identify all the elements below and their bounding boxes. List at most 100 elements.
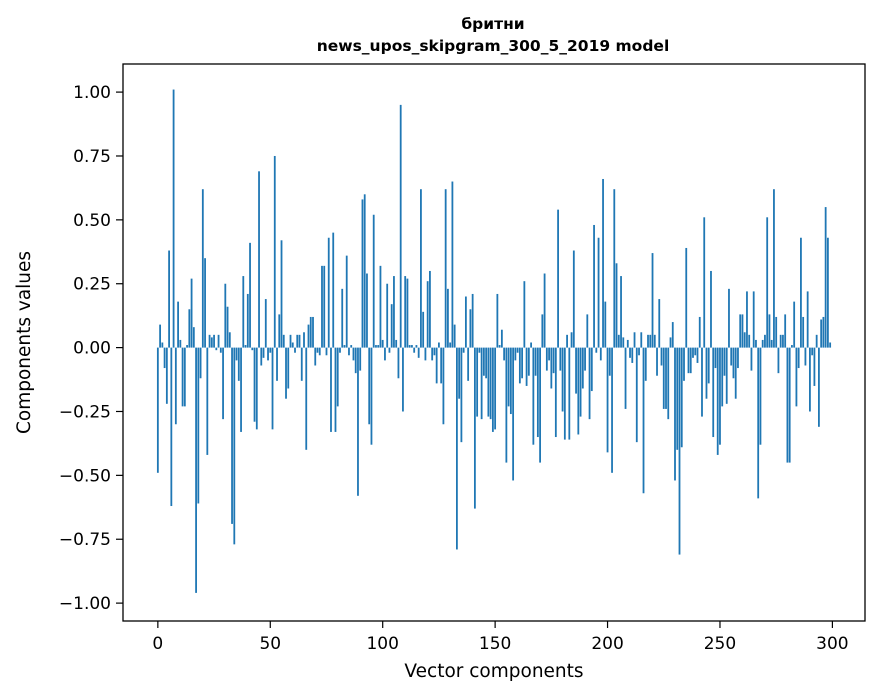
bar [249, 242, 251, 348]
bar [197, 347, 200, 504]
bar [775, 316, 778, 348]
bar [530, 342, 532, 348]
bar [651, 253, 654, 348]
bar [788, 347, 791, 463]
bar [318, 347, 321, 356]
bar [467, 347, 470, 381]
bar [361, 199, 364, 348]
bar [660, 347, 663, 366]
bar [577, 347, 580, 435]
bar [554, 347, 557, 438]
bar [384, 347, 386, 361]
bar [536, 347, 539, 438]
bar [289, 334, 292, 348]
bar [791, 345, 793, 348]
bar [509, 347, 512, 415]
bar [199, 347, 202, 379]
bar [348, 347, 350, 356]
bar [707, 347, 710, 384]
bar [696, 347, 699, 363]
bar [172, 89, 175, 348]
bar [417, 347, 420, 358]
bar [224, 283, 227, 348]
bar [415, 345, 418, 348]
bar [730, 347, 733, 366]
x-tick-label: 300 [816, 634, 848, 654]
bar [395, 339, 398, 348]
bar [712, 347, 715, 438]
bar [665, 347, 667, 409]
bar [498, 345, 501, 348]
bar [491, 347, 494, 432]
bar [482, 347, 485, 376]
bar [179, 339, 182, 348]
bar [496, 293, 499, 348]
bar [453, 324, 456, 348]
bar [611, 347, 613, 473]
bar [768, 314, 771, 348]
bar [773, 189, 775, 348]
bar [390, 304, 393, 348]
y-axis-ticks: 1.00 0.75 0.50 0.25 0.00 −0.25 −0.50 −0.75 −1.00 [59, 83, 123, 614]
bar [375, 345, 377, 348]
bar [710, 270, 712, 348]
bar [404, 276, 407, 348]
bar [273, 155, 276, 348]
bar [213, 334, 215, 348]
x-tick-label: 0 [152, 634, 163, 654]
bar [370, 347, 373, 445]
bar [694, 347, 697, 356]
bar [757, 347, 760, 499]
bar [262, 347, 265, 358]
bar [559, 347, 562, 371]
bar [584, 347, 586, 371]
bar [806, 291, 809, 348]
bar [464, 296, 467, 348]
bar [685, 247, 688, 348]
bar [809, 347, 811, 412]
bar [505, 347, 508, 463]
bar [764, 334, 766, 348]
bar [617, 334, 620, 348]
bar [570, 332, 573, 348]
bar [422, 311, 425, 348]
bar [435, 347, 438, 384]
bar [620, 276, 622, 348]
bar [339, 347, 341, 353]
bar [399, 104, 402, 348]
bar [163, 347, 166, 369]
bar [192, 327, 195, 348]
bar [269, 347, 272, 353]
bar [631, 347, 634, 363]
bar [255, 347, 258, 430]
bar [460, 347, 463, 443]
bar [330, 347, 332, 432]
bar [442, 347, 445, 425]
bar [590, 347, 593, 392]
bar [728, 288, 730, 348]
bar [215, 347, 218, 351]
bar [260, 347, 263, 366]
bar [626, 339, 629, 348]
bar [397, 347, 400, 379]
bar [759, 347, 762, 445]
bar [267, 347, 269, 361]
bar [638, 347, 640, 356]
bar [298, 334, 301, 348]
bar [716, 347, 719, 455]
bar [487, 347, 490, 417]
bar [541, 314, 544, 348]
bar [296, 334, 299, 348]
bar [426, 281, 429, 348]
bar [512, 347, 515, 481]
bar [165, 347, 168, 404]
bar [579, 347, 582, 417]
bar [802, 316, 805, 348]
bar [476, 347, 479, 417]
x-tick-label: 150 [479, 634, 511, 654]
bar [287, 347, 290, 389]
bar [368, 347, 371, 425]
bar [206, 347, 209, 455]
bar [359, 347, 362, 371]
